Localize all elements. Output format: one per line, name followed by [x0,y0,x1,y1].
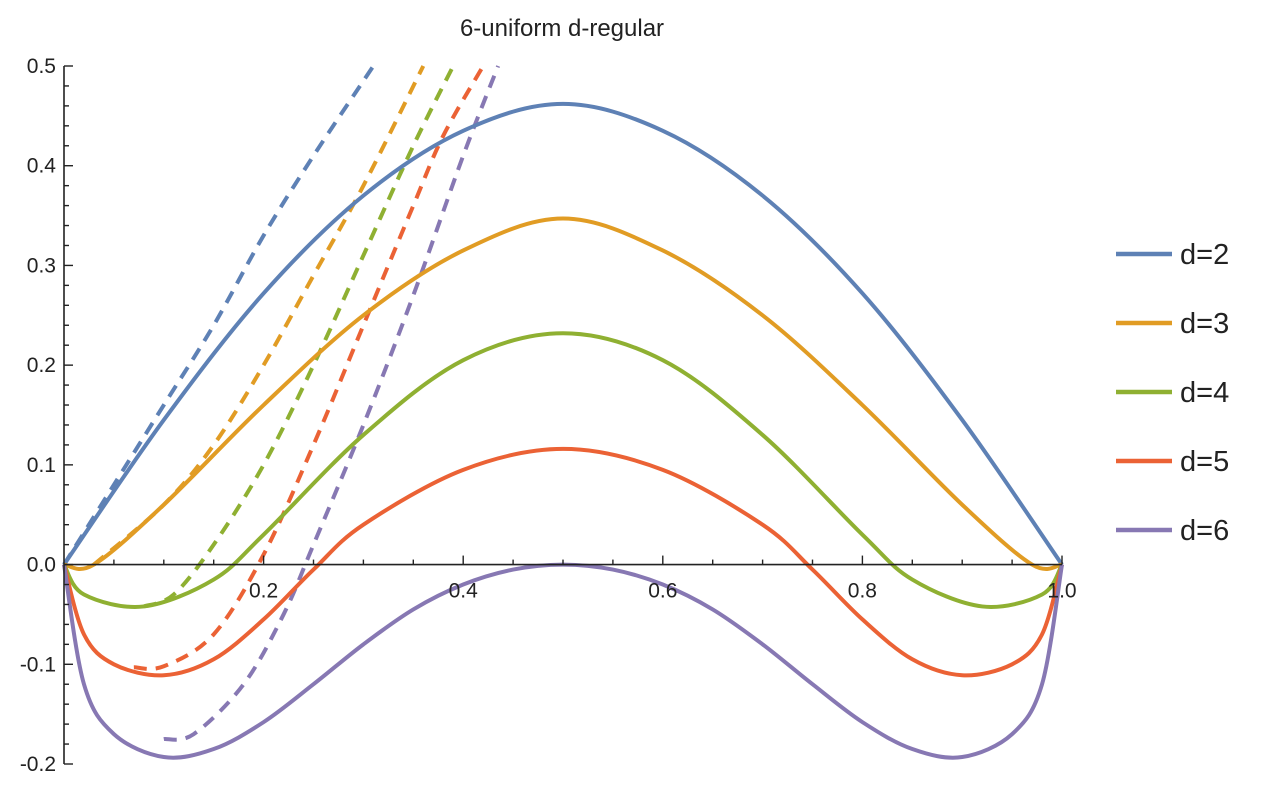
series-1-dashed-line [62,64,376,566]
y-tick-label: 0.5 [27,55,56,78]
y-tick-label: 0.1 [27,454,56,477]
y-tick-label: 0.4 [27,155,57,178]
legend-label-4: d=5 [1180,446,1229,478]
x-tick-label: 1.0 [1047,580,1076,603]
series-5-dashed-line [163,65,500,742]
y-tick-label: 0.2 [27,354,56,377]
legend-label-2: d=3 [1180,308,1229,340]
legend: d=2 d=3 d=4 d=5 d=6 [1116,239,1229,547]
y-tick-label: 0.3 [27,254,56,277]
legend-label-3: d=4 [1180,377,1229,409]
series-4-dashed-line [133,65,485,671]
series-layer [62,64,1064,760]
legend-label-1: d=2 [1180,239,1229,271]
series-3-solid-line [62,331,1064,609]
x-tick-label: 0.4 [449,580,479,603]
series-1-solid-line [62,101,1064,566]
y-tick-label: -0.2 [20,753,56,776]
series-2-dashed-line [92,65,426,567]
x-tick-label: 0.8 [848,580,877,603]
y-tick-label: 0.0 [27,554,56,577]
legend-label-5: d=6 [1180,515,1229,547]
chart-title: 6-uniform d-regular [460,15,664,42]
series-4-solid-line [62,446,1064,678]
axes-layer: -0.2 -0.1 0.0 0.1 0.2 0.3 0.4 0.5 0.2 0.4 0.6 0.8 1.… [20,55,1077,776]
series-2-solid-line [63,216,1063,571]
x-tick-label: 0.6 [648,580,677,603]
x-tick-label: 0.2 [249,580,278,603]
y-tick-label: -0.1 [20,653,56,676]
series-3-dashed-line [143,65,456,609]
